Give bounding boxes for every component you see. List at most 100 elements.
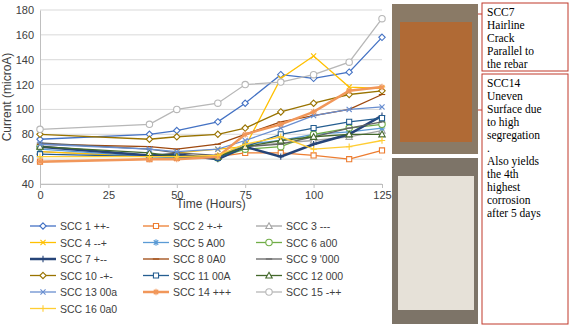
tick-mark <box>40 184 41 188</box>
marker <box>310 100 316 106</box>
legend-label: SCC 10 -+- <box>60 270 113 282</box>
marker <box>379 84 385 90</box>
marker <box>311 126 316 131</box>
annotation-text: Uneven <box>487 90 523 102</box>
y-axis: 406080100120140160180 <box>16 4 41 190</box>
legend-item: SCC 2 +-+ <box>143 220 223 232</box>
legend-marker <box>153 273 158 278</box>
annotation-text: highest <box>487 181 521 194</box>
tick: 140 <box>16 54 40 66</box>
legend-marker <box>40 240 45 245</box>
grid-line <box>40 84 382 85</box>
plot-area <box>37 16 385 165</box>
x-axis-title: Time (Hours) <box>176 197 246 211</box>
marker <box>147 147 152 152</box>
legend-marker <box>266 289 272 295</box>
series-line <box>40 56 382 157</box>
marker <box>174 134 180 140</box>
tick-label: 25 <box>103 189 115 201</box>
legend-marker <box>266 258 272 259</box>
annotation-box <box>482 74 568 324</box>
tick-label: 125 <box>373 189 391 201</box>
tick-mark <box>245 184 246 188</box>
annotation-text: Surface due <box>487 103 542 115</box>
legend-item: SCC 3 --- <box>256 220 331 232</box>
annotation-text: . <box>487 142 490 154</box>
marker <box>174 153 180 159</box>
legend-label: SCC 9 '000 <box>286 253 340 265</box>
legend-label: SCC 15 -++ <box>286 286 341 298</box>
marker <box>242 131 248 137</box>
marker <box>146 121 152 127</box>
annotation-text: segregation <box>487 129 540 142</box>
legend-marker <box>266 223 272 229</box>
photo <box>392 158 478 324</box>
marker <box>215 131 221 137</box>
photo-specimen <box>398 176 474 310</box>
tick-label: 100 <box>16 103 34 115</box>
tick: 120 <box>16 79 40 91</box>
annotation-connector <box>478 110 482 111</box>
marker <box>278 121 284 127</box>
annotations: SCC7HairlineCrackParallel tothe rebarSCC… <box>478 3 568 324</box>
annotation-text: Parallel to <box>487 45 534 57</box>
legend-marker <box>40 256 46 262</box>
marker <box>379 16 385 22</box>
annotation-text: SCC7 <box>487 6 515 18</box>
tick: 160 <box>16 29 40 41</box>
series-line <box>40 87 382 162</box>
tick: 25 <box>103 184 115 201</box>
annotation-text: the rebar <box>487 58 528 70</box>
legend-label: SCC 12 000 <box>286 270 343 282</box>
marker <box>310 71 316 77</box>
legend-marker <box>153 239 159 245</box>
marker <box>379 116 384 121</box>
marker <box>347 119 352 124</box>
marker <box>347 107 352 112</box>
tick: 180 <box>16 4 40 16</box>
marker <box>215 152 221 158</box>
series-line <box>40 91 382 139</box>
series-line <box>40 137 382 157</box>
tick-label: 60 <box>22 153 34 165</box>
tick-label: 0 <box>37 189 43 201</box>
annotation-text: Also yields <box>487 155 540 168</box>
series-line <box>40 118 382 158</box>
legend-item: SCC 14 +++ <box>143 286 231 298</box>
marker <box>278 109 284 115</box>
marker <box>146 136 152 142</box>
marker <box>37 142 42 147</box>
annotation-connector <box>478 14 482 15</box>
legend: SCC 1 ++-SCC 2 +-+SCC 3 ---SCC 4 --+SCC … <box>30 220 343 315</box>
legend-item: SCC 8 0A0 <box>143 253 226 265</box>
grid <box>40 10 382 184</box>
legend-item: SCC 6 a00 <box>256 237 338 249</box>
series-line <box>40 116 382 160</box>
marker <box>346 88 352 94</box>
marker <box>346 59 352 65</box>
legend-label: SCC 6 a00 <box>286 237 338 249</box>
legend-marker <box>40 289 45 294</box>
marker <box>242 81 248 87</box>
legend-marker <box>153 289 159 295</box>
legend-item: SCC 7 +-- <box>30 253 107 265</box>
tick-mark <box>382 184 383 188</box>
grid-line <box>40 109 382 110</box>
axis-line <box>41 185 383 189</box>
grid-line <box>40 34 382 35</box>
marker <box>242 100 248 106</box>
marker <box>278 153 284 159</box>
legend-swatch <box>143 258 169 259</box>
legend-marker <box>266 272 272 278</box>
marker <box>215 119 221 125</box>
marker <box>278 134 284 140</box>
marker <box>379 104 384 109</box>
marker <box>215 147 220 152</box>
grid-line <box>40 10 382 11</box>
annotation-text: to high <box>487 116 520 129</box>
legend-item: SCC 15 -++ <box>256 286 341 298</box>
tick-mark <box>177 184 178 188</box>
legend-item: SCC 11 00A <box>143 270 231 282</box>
legend-label: SCC 11 00A <box>173 270 231 282</box>
y-axis-title: Current (microA) <box>0 53 14 142</box>
